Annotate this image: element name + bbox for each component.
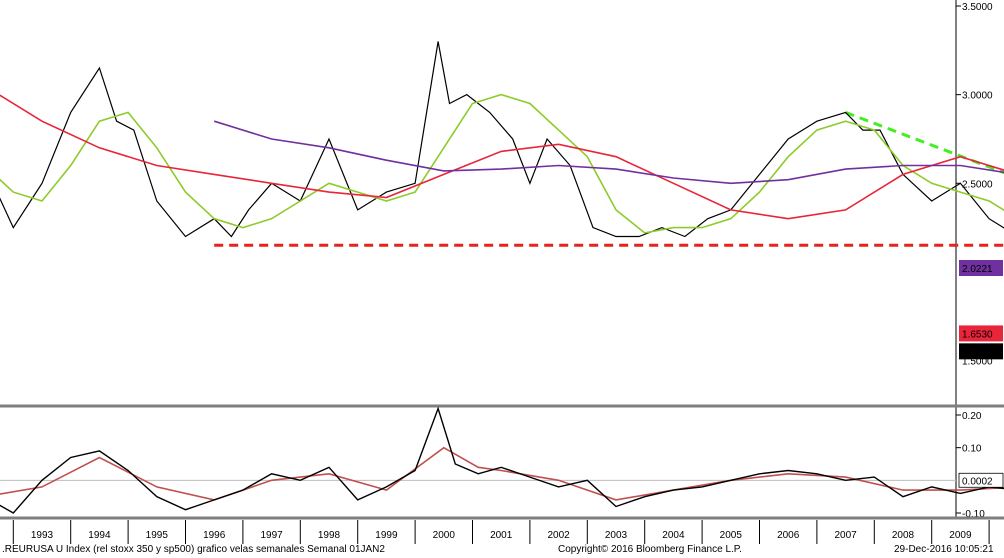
x-tick-label: 1993 xyxy=(31,530,54,541)
x-axis: 1993 1994 1995 1996 1997 1998 1999 2000 2001 2002… xyxy=(0,516,1004,544)
y-tick-label: 2.5000 xyxy=(962,179,993,190)
main-price-panel: 3.5000 3.0000 2.5000 1.5000 2.0221 1.6530 1.55… xyxy=(0,0,1004,518)
main-plot-area xyxy=(0,0,956,404)
value-label-box xyxy=(959,325,1003,342)
value-label-text: 2.0221 xyxy=(962,264,993,275)
ma-long-line xyxy=(213,120,1004,185)
x-tick-label: 2004 xyxy=(662,530,685,541)
x-tick-label: 1996 xyxy=(203,530,226,541)
signal-line xyxy=(0,446,1004,501)
x-tick-label: 2000 xyxy=(433,530,456,541)
price-line xyxy=(0,41,1004,238)
x-tick-label: 2009 xyxy=(949,530,972,541)
footer-copyright: Copyright© 2016 Bloomberg Finance L.P. xyxy=(558,544,742,555)
osc-tick-label: 0.20 xyxy=(962,411,982,422)
x-tick-label: 2007 xyxy=(834,530,857,541)
value-label-box xyxy=(959,343,1003,360)
ma-medium-line xyxy=(0,94,1004,220)
osc-tick-label: 0.10 xyxy=(962,444,982,455)
x-tick-label: 1998 xyxy=(318,530,341,541)
oscillator-line xyxy=(0,406,1004,514)
x-tick-label: 1999 xyxy=(375,530,398,541)
value-label-box xyxy=(959,259,1003,276)
x-tick-label: 2006 xyxy=(777,530,800,541)
x-tick-label: 2003 xyxy=(605,530,628,541)
y-tick-label-hidden: 1.5000 xyxy=(962,357,993,368)
resistance-trendline xyxy=(845,110,1004,175)
ma-short-line xyxy=(0,93,1004,234)
oscillator-panel: 0.20 0.10 -0.10 0.0002 xyxy=(0,406,1004,520)
x-tick-label: 2001 xyxy=(490,530,513,541)
y-tick-label: 3.0000 xyxy=(962,91,993,102)
footer-timestamp: 29-Dec-2016 10:05:21 xyxy=(894,544,994,555)
osc-value-label-text: 0.0002 xyxy=(962,476,993,487)
footer-index-description: .REURUSA U Index (rel stoxx 350 y sp500)… xyxy=(2,544,385,555)
x-tick-label: 2002 xyxy=(547,530,570,541)
x-tick-label: 2005 xyxy=(720,530,743,541)
osc-tick-label: -0.10 xyxy=(962,509,985,520)
x-tick-label: 1994 xyxy=(88,530,111,541)
value-label-text: 1.6530 xyxy=(962,329,993,340)
footer-bar: .REURUSA U Index (rel stoxx 350 y sp500)… xyxy=(0,544,1004,558)
y-tick-label: 3.5000 xyxy=(962,2,993,13)
x-tick-label: 1997 xyxy=(260,530,283,541)
x-tick-label: 1995 xyxy=(146,530,169,541)
osc-value-label-box xyxy=(958,472,1004,488)
value-label-text: 1.5519 xyxy=(962,347,993,358)
x-tick-label: 2008 xyxy=(892,530,915,541)
